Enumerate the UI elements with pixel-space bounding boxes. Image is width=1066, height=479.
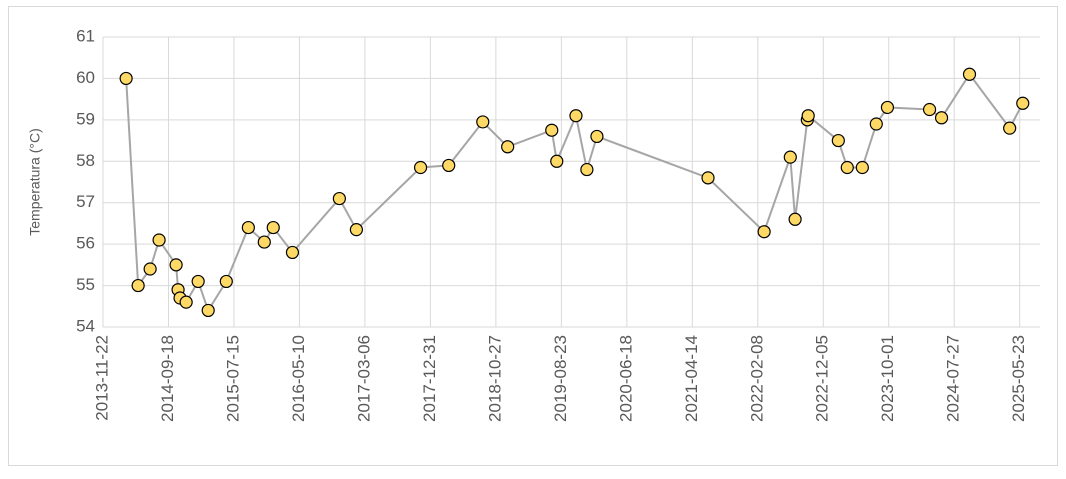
y-tick-label: 55 xyxy=(76,275,95,294)
x-tick-label: 2017-12-31 xyxy=(420,335,439,422)
point xyxy=(266,220,280,235)
point xyxy=(1016,96,1030,110)
point xyxy=(191,274,205,289)
point xyxy=(413,160,428,175)
y-tick-label: 54 xyxy=(76,316,95,335)
point xyxy=(569,109,583,123)
point xyxy=(934,111,949,125)
point xyxy=(169,258,183,272)
point xyxy=(801,109,815,123)
x-tick-label: 2025-05-23 xyxy=(1009,335,1028,422)
x-tick-label: 2016-05-10 xyxy=(289,335,308,422)
point xyxy=(783,150,797,164)
x-tick-label: 2022-12-05 xyxy=(813,335,832,422)
y-tick-label: 57 xyxy=(76,192,95,211)
x-tick-label: 2024-07-27 xyxy=(944,335,963,422)
point xyxy=(131,278,145,293)
x-tick-label: 2020-06-18 xyxy=(616,335,635,422)
point xyxy=(442,158,456,173)
y-tick-label: 56 xyxy=(76,234,95,253)
y-axis-label: Temperatura (°C) xyxy=(27,128,43,236)
point xyxy=(550,154,564,168)
point xyxy=(332,191,346,206)
point xyxy=(580,162,594,177)
x-tick-label: 2023-10-01 xyxy=(878,335,897,422)
point xyxy=(501,140,515,154)
y-tick-label: 61 xyxy=(76,26,95,45)
point xyxy=(219,274,233,289)
point xyxy=(241,220,255,235)
point xyxy=(757,225,771,239)
point xyxy=(840,160,854,175)
point xyxy=(545,123,559,137)
y-tick-label: 59 xyxy=(76,109,95,128)
x-tick-label: 2017-03-06 xyxy=(354,335,373,422)
chart-border xyxy=(8,6,1058,466)
point xyxy=(201,303,215,318)
x-tick-label: 2014-09-18 xyxy=(158,335,177,422)
point xyxy=(962,67,977,81)
x-tick-label: 2022-02-08 xyxy=(747,335,766,422)
point xyxy=(143,262,157,276)
point xyxy=(855,160,869,175)
x-tick-label: 2021-04-14 xyxy=(682,335,701,422)
point xyxy=(831,133,845,148)
point xyxy=(152,233,166,247)
point xyxy=(922,102,937,117)
point xyxy=(257,235,271,249)
x-tick-label: 2015-07-15 xyxy=(223,335,242,422)
point xyxy=(476,115,490,129)
point xyxy=(701,171,715,185)
y-tick-label: 60 xyxy=(76,68,95,87)
point xyxy=(788,212,802,226)
x-tick-label: 2019-08-23 xyxy=(551,335,570,422)
point xyxy=(119,71,133,86)
point xyxy=(880,100,895,115)
point xyxy=(285,245,300,260)
point xyxy=(179,295,193,309)
y-tick-label: 58 xyxy=(76,151,95,170)
point xyxy=(590,129,604,144)
point xyxy=(1003,121,1017,135)
point xyxy=(869,117,883,131)
x-tick-label: 2018-10-27 xyxy=(485,335,504,422)
point xyxy=(349,223,364,237)
x-tick-label: 2013-11-22 xyxy=(92,335,111,421)
